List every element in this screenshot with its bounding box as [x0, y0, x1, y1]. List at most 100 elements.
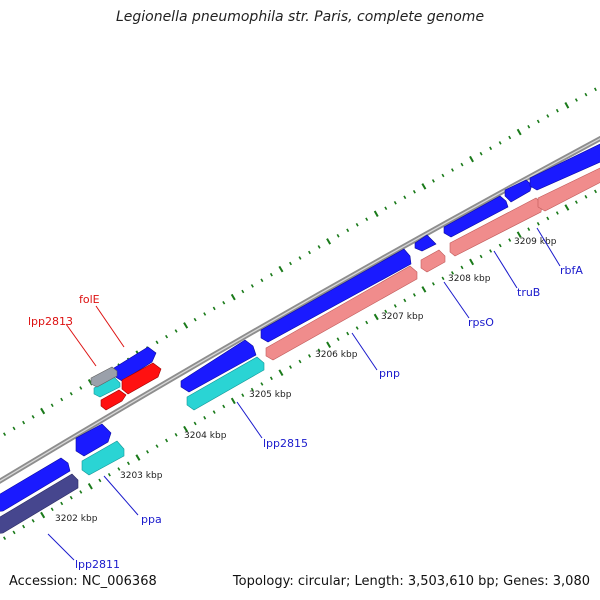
scale-label-3209: 3209 kbp	[514, 237, 557, 247]
ruler-tick	[174, 433, 178, 437]
ruler-tick	[546, 114, 550, 118]
ruler-tick	[431, 179, 435, 183]
ruler-tick	[298, 256, 302, 260]
ruler-tick	[326, 238, 332, 245]
ruler-tick	[593, 87, 597, 92]
ruler-tick	[451, 271, 454, 275]
ruler-tick	[527, 227, 531, 231]
topology-summary: Topology: circular; Length: 3,503,610 bp…	[232, 574, 590, 589]
gene-lpp2811-reverse[interactable]	[0, 473, 79, 534]
gene-rbfA-forward[interactable]	[529, 143, 600, 191]
ruler-tick	[393, 201, 397, 205]
gene-red-2[interactable]	[121, 362, 162, 395]
red-leader-lines	[65, 305, 125, 367]
ruler-tick	[536, 222, 540, 226]
ruler-tick	[594, 189, 597, 194]
ruler-tick	[441, 173, 445, 178]
scale-label-3202: 3202 kbp	[55, 514, 98, 524]
ruler-tick	[498, 141, 502, 145]
ruler-tick	[87, 482, 93, 490]
ruler-tick	[336, 234, 340, 238]
ruler-tick	[393, 304, 397, 308]
ruler-tick	[584, 92, 588, 97]
ruler-tick	[384, 206, 388, 211]
ruler-tick	[317, 245, 321, 249]
ruler-tick	[260, 278, 264, 283]
gene-ppa-reverse[interactable]	[81, 440, 125, 476]
ruler-tick	[260, 382, 264, 386]
ruler-tick	[222, 404, 226, 409]
ruler-tick	[165, 334, 169, 339]
ruler-tick	[250, 387, 254, 392]
gene-rpsO-forward[interactable]	[414, 234, 437, 252]
scale-label-3206: 3206 kbp	[315, 350, 358, 360]
ruler-tick	[336, 337, 340, 341]
ruler-tick	[412, 190, 416, 194]
ruler-tick	[222, 300, 226, 305]
gene-pnp-reverse[interactable]	[265, 265, 418, 361]
ruler-tick	[289, 365, 292, 369]
ruler-tick	[441, 276, 445, 281]
ruler-tick	[355, 223, 359, 227]
gene-label-lpp2815[interactable]: lpp2815	[263, 437, 308, 450]
gene-lpp2813-marker[interactable]	[90, 366, 118, 388]
ruler-tick	[326, 341, 332, 349]
ruler-tick	[451, 168, 454, 172]
ruler-tick	[3, 536, 7, 541]
gene-rbfA-reverse[interactable]	[537, 167, 600, 212]
gene-label-pnp[interactable]: pnp	[379, 367, 400, 380]
gene-red-1[interactable]	[100, 389, 127, 411]
scale-label-3207: 3207 kbp	[381, 312, 424, 322]
ruler-tick	[489, 146, 493, 151]
ruler-tick	[12, 530, 16, 535]
gene-label-folE[interactable]: folE	[79, 293, 100, 306]
ruler-tick	[403, 298, 407, 303]
ruler-tick	[555, 108, 559, 113]
ruler-tick	[50, 403, 54, 408]
scale-label-3205: 3205 kbp	[249, 390, 292, 400]
gene-rpsO-reverse[interactable]	[420, 249, 446, 273]
gene-leader-lines	[47, 227, 561, 561]
ruler-tick	[421, 183, 427, 190]
ruler-tick	[40, 511, 46, 519]
ruler-tick	[126, 461, 130, 466]
ruler-tick	[373, 313, 379, 321]
gene-label-rpsO[interactable]: rpsO	[468, 316, 494, 329]
ruler-tick	[574, 200, 578, 204]
ruler-tick	[508, 135, 512, 140]
scale-label-3208: 3208 kbp	[448, 274, 491, 284]
ruler-tick	[308, 250, 311, 255]
ruler-tick	[373, 210, 379, 217]
gene-lpp2815-forward[interactable]	[180, 339, 257, 393]
ruler-tick	[250, 284, 254, 288]
genome-backbone-highlight	[0, 137, 600, 482]
gene-lpp2811-forward[interactable]	[0, 457, 71, 512]
ruler-tick	[193, 421, 197, 426]
ruler-tick	[346, 228, 350, 233]
ruler-tick	[69, 391, 73, 396]
gene-label-truB[interactable]: truB	[517, 286, 540, 299]
gene-label-rbfA[interactable]: rbfA	[560, 264, 583, 277]
ruler-tick	[230, 293, 236, 301]
gene-forward-extra[interactable]	[504, 179, 533, 203]
gene-label-lpp2811[interactable]: lpp2811	[75, 558, 120, 571]
gene-lpp2815-reverse[interactable]	[186, 356, 265, 411]
ruler-tick	[165, 438, 169, 443]
ruler-tick	[241, 289, 245, 294]
ruler-tick	[498, 243, 502, 248]
ruler-tick	[516, 231, 522, 238]
gene-ppa-forward[interactable]	[75, 423, 112, 457]
gene-label-lpp2813[interactable]: lpp2813	[28, 315, 73, 328]
ruler-tick	[460, 265, 464, 270]
scale-label-3203: 3203 kbp	[120, 471, 163, 481]
gene-truB-reverse[interactable]	[449, 197, 543, 257]
gene-label-ppa[interactable]: ppa	[141, 513, 162, 526]
gene-pnp-forward[interactable]	[260, 248, 412, 343]
gene-truB-forward[interactable]	[443, 195, 509, 238]
ruler-tick	[79, 490, 83, 494]
ruler-tick	[155, 444, 159, 448]
ruler-tick	[564, 102, 570, 109]
ruler-tick	[431, 282, 435, 286]
